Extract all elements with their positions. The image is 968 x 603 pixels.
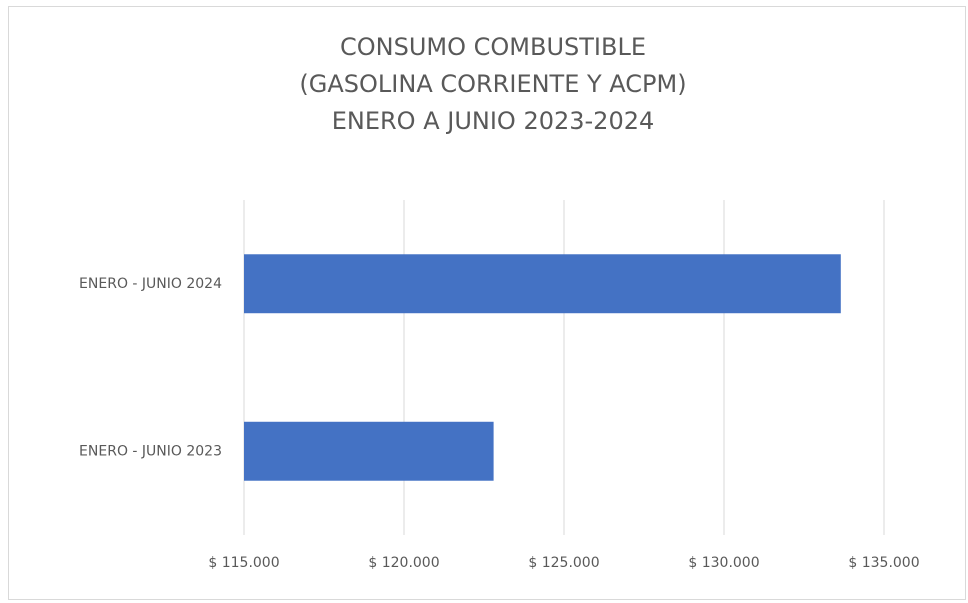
y-tick-label: ENERO - JUNIO 2024 (79, 276, 222, 292)
y-tick-label: ENERO - JUNIO 2023 (79, 443, 222, 459)
x-tick-label: $ 130.000 (688, 555, 759, 571)
x-tick-label: $ 125.000 (528, 555, 599, 571)
chart-title: ENERO A JUNIO 2023-2024 (332, 107, 655, 135)
x-tick-label: $ 115.000 (208, 555, 279, 571)
x-tick-label: $ 135.000 (848, 555, 919, 571)
bar (244, 421, 494, 481)
bar (244, 254, 841, 314)
chart-title: CONSUMO COMBUSTIBLE (340, 33, 646, 61)
chart-title: (GASOLINA CORRIENTE Y ACPM) (299, 70, 686, 98)
x-tick-label: $ 120.000 (368, 555, 439, 571)
